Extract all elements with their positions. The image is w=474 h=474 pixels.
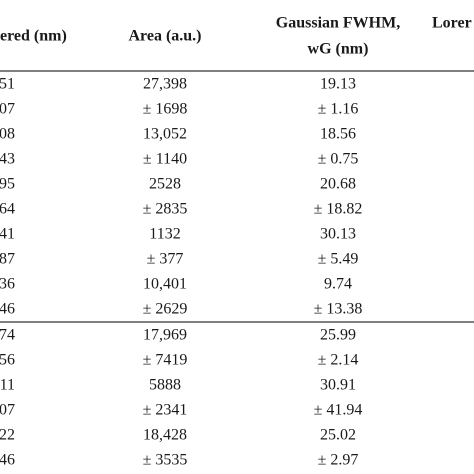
table-cell: 5888 (149, 377, 181, 394)
table-cell: ± 377 (147, 251, 184, 268)
table-cell: 36 (0, 276, 15, 293)
table-cell: 87 (0, 251, 15, 268)
table-cell: 10,401 (143, 276, 187, 293)
table-cell: ± 2.14 (318, 352, 359, 369)
table-cell: 11 (0, 377, 15, 394)
table-cell: ± 2.97 (318, 452, 359, 469)
table-cell: 20.68 (320, 176, 356, 193)
table-cell: 46 (0, 452, 15, 469)
table-cell: ± 5.49 (318, 251, 359, 268)
table-cell: ± 41.94 (314, 402, 363, 419)
table-cell: 27,398 (143, 76, 187, 93)
table-cell: 08 (0, 126, 15, 143)
table-cell: 13,052 (143, 126, 187, 143)
header-cell: Gaussian FWHM, (276, 15, 400, 32)
header-cell: ered (nm) (0, 28, 67, 45)
table-cell: ± 13.38 (314, 301, 363, 318)
table-cell: 30.91 (320, 377, 356, 394)
table-cell: ± 1698 (143, 101, 188, 118)
table-cell: ± 1140 (143, 151, 187, 168)
table-cell: ± 2835 (143, 201, 188, 218)
table-cell: 25.02 (320, 427, 356, 444)
header-cell: wG (nm) (308, 41, 369, 58)
table-cell: 22 (0, 427, 15, 444)
table-cell: 64 (0, 201, 15, 218)
header-cell: Lorer (432, 15, 472, 32)
table-cell: ± 3535 (143, 452, 188, 469)
table-cell: ± 0.75 (318, 151, 359, 168)
table-cell: ± 7419 (143, 352, 188, 369)
table-cell: ± 1.16 (318, 101, 359, 118)
table-cell: 25.99 (320, 327, 356, 344)
table-cell: 41 (0, 226, 15, 243)
table-cell: 9.74 (324, 276, 352, 293)
table-cell: 07 (0, 402, 15, 419)
table-cell: 95 (0, 176, 15, 193)
table-cell: 74 (0, 327, 15, 344)
table-cell: 18.56 (320, 126, 356, 143)
table-cell: 46 (0, 301, 15, 318)
table-cell: 19.13 (320, 76, 356, 93)
table-cell: ± 2629 (143, 301, 188, 318)
table-cell: 43 (0, 151, 15, 168)
table-cell: 30.13 (320, 226, 356, 243)
table-cell: 18,428 (143, 427, 187, 444)
table-cell: 2528 (149, 176, 181, 193)
table-cell: 07 (0, 101, 15, 118)
header-cell: Area (a.u.) (128, 28, 201, 45)
table-cell: 17,969 (143, 327, 187, 344)
table-cell: 51 (0, 76, 15, 93)
table-cell: 56 (0, 352, 15, 369)
table-cell: 1132 (149, 226, 180, 243)
table-cell: ± 18.82 (314, 201, 363, 218)
table-cell: ± 2341 (143, 402, 188, 419)
